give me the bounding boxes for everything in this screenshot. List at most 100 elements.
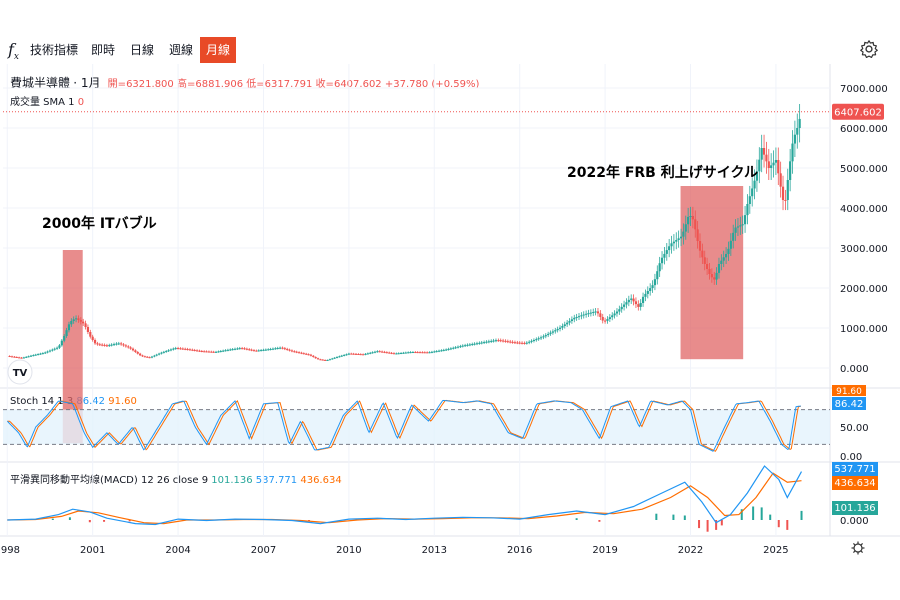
function-icon[interactable]: fx [8,40,19,63]
candle-body [250,349,253,351]
candle-body [746,204,749,216]
macd-line [7,465,803,526]
candle-body [577,316,581,318]
candle-body [558,327,562,329]
candle-body [532,340,536,341]
candle-body [582,314,585,316]
candle-body [665,250,668,254]
candle-body [395,353,398,355]
candle-body [547,333,550,336]
candle-body [122,344,125,346]
indicators-button[interactable]: 技術指標 [30,43,79,57]
candle-body [229,349,232,351]
annotation-2022-frb-hiking: 2022年 FRB 利上げサイクル [567,164,758,181]
candle-body [264,349,267,351]
candle-body [248,349,251,351]
stoch-d-tag [832,385,866,396]
ohlc-legend: 費城半導體 · 1月 開=6321.800 高=6881.906 低=6317.… [10,76,480,90]
candle-body [793,134,796,144]
candle-body [39,353,42,355]
candle-body [115,343,118,345]
price-tick-label: 2000.000 [840,284,888,295]
candle-body [364,353,367,355]
candle-body [641,296,645,303]
candle-body [41,353,44,355]
candle-body [288,349,291,351]
candle-body [86,327,90,332]
candle-body [518,342,521,344]
candle-body [698,241,702,251]
candle-body [335,356,339,358]
candle-body [162,351,165,353]
macd-tag [832,462,878,476]
candle-body [663,253,666,258]
time-tick-label: 1998 [0,545,20,556]
candle-body [580,315,583,317]
candle-body [777,160,780,174]
candle-body [585,313,588,315]
candle-body [789,161,792,180]
axis-settings-icon [853,543,863,553]
candle-body [437,350,441,352]
macd-tick-label: 0.000 [840,516,869,527]
macd-histogram-bar [715,520,718,530]
candle-body [454,347,457,349]
candle-body [604,320,607,322]
price-tick-label: 4000.000 [840,204,888,215]
candle-body [630,298,633,300]
candle-body [127,346,130,348]
candle-body [523,342,526,344]
candle-body [772,162,775,166]
candle-body [468,344,471,346]
candle-body [701,250,704,258]
candle-body [150,356,154,358]
macd-histogram-bar [598,520,601,522]
candle-body [573,317,576,320]
macd-histogram-bar [740,509,743,520]
macd-legend-macd: 537.771 [255,475,298,486]
interval-tab-weekly[interactable]: 週線 [169,43,194,57]
candle-body [139,353,142,356]
candle-body [108,345,111,347]
interval-tab-realtime[interactable]: 即時 [91,43,116,57]
candle-body [544,335,547,337]
candle-body [226,349,229,351]
stoch-tick-label: 0.00 [840,452,862,463]
candle-body [32,355,35,357]
candle-body [184,348,187,350]
candle-body [321,359,324,361]
candle-body [359,354,362,356]
candle-body [710,274,713,278]
candle-body [720,260,723,264]
candle-body [103,344,106,346]
candle-body [383,351,386,353]
candle-body [385,352,388,354]
symbol-interval: 1月 [80,76,101,90]
high-label: 高= [176,79,196,90]
candle-body [241,348,244,350]
candle-body [554,330,557,332]
candle-body [169,349,173,351]
candle-body [426,352,429,354]
candle-body [739,225,742,227]
candle-body [378,351,381,353]
candle-body [89,332,92,337]
high-value: 6881.906 [195,79,244,90]
settings-gear-icon[interactable] [858,38,880,60]
candle-body [18,357,21,359]
candle-body [741,224,744,226]
candle-body [475,343,479,345]
candle-body [262,349,265,351]
interval-tab-daily[interactable]: 日線 [130,43,155,57]
candle-body [312,355,315,357]
candle-body [483,342,486,344]
candle-body [146,356,149,358]
macd-hist-tag-label: 101.136 [834,503,875,514]
candle-body [172,348,175,350]
candle-body [452,347,455,349]
candle-body [260,350,263,352]
candle-body [105,345,109,347]
interval-tab-monthly[interactable]: 月線 [200,37,237,63]
candle-body [276,348,279,349]
